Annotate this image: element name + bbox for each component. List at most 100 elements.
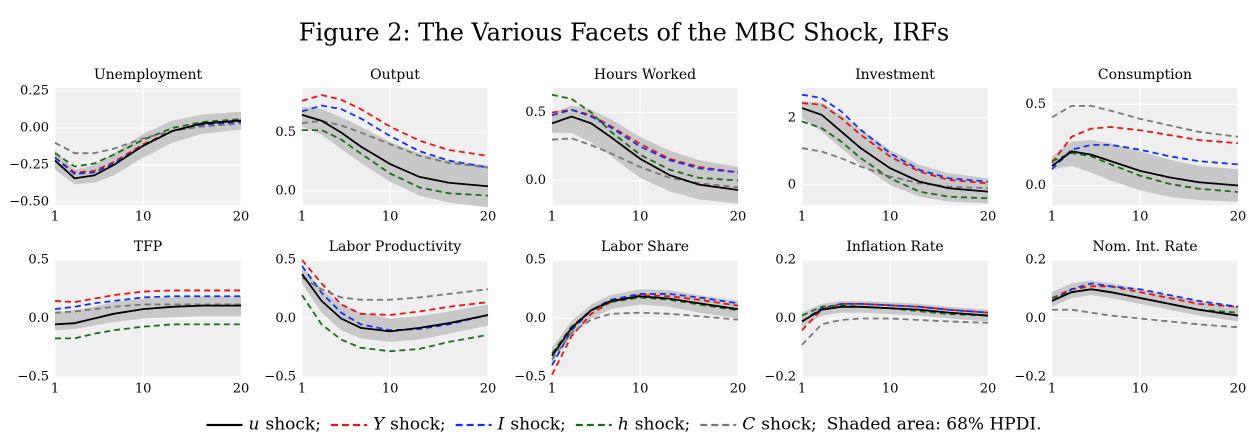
y-tick-label: 0.5 [275,125,296,140]
y-tick-label: −0.5 [514,370,546,385]
x-tick-label: 20 [233,382,250,397]
hpdi-band [1052,140,1238,202]
panel-title: Labor Productivity [329,239,462,255]
y-tick-label: 2 [788,111,796,126]
x-tick-label: 10 [135,210,152,225]
series-line [1051,104,1239,138]
series-line [801,147,989,190]
y-tick-label: 0.00 [20,120,49,135]
legend-symbol: I [497,415,505,435]
panel: Nom. Int. Rate −0.2 0.0 0.2 1 10 20 [1014,239,1246,397]
panel: Inflation Rate −0.2 0.0 0.2 1 10 20 [764,239,996,397]
x-tick-label: 20 [730,210,747,225]
series-line [301,259,489,316]
series-line [54,122,242,155]
x-tick-label: 1 [548,210,556,225]
series-line [551,108,739,174]
legend-suffix: shock; [510,415,565,435]
series-line [301,94,489,157]
panel: Labor Share −0.5 0.0 0.5 1 10 20 [514,239,746,397]
x-tick-label: 10 [135,382,152,397]
legend-suffix: shock; [265,415,320,435]
x-tick-label: 1 [298,382,306,397]
panel-title: Consumption [1098,67,1192,83]
panel: Investment 0 2 1 10 20 [788,67,997,225]
series-line [54,119,242,180]
y-tick-label: 0.5 [525,105,546,120]
y-tick-label: 0.25 [20,83,49,98]
panel-title: Output [370,67,420,83]
series-line [1051,288,1239,317]
x-tick-label: 20 [730,382,747,397]
series-line [551,296,739,355]
panel: TFP −0.5 0.0 0.5 1 10 20 [17,239,249,397]
series-line [1051,285,1239,308]
y-tick-label: 0.0 [1025,178,1046,193]
x-tick-label: 1 [798,210,806,225]
y-tick-label: 0.5 [1025,97,1046,112]
panel-title: TFP [134,239,162,255]
series-line [301,114,489,188]
legend-suffix: shock; [390,415,445,435]
x-tick-label: 20 [980,210,997,225]
x-tick-label: 10 [882,382,899,397]
series-line [302,129,489,197]
y-tick-label: 0.0 [525,311,546,326]
x-tick-label: 20 [1230,210,1247,225]
panel-title: Unemployment [94,67,203,83]
series-line [54,289,241,304]
y-tick-label: −0.2 [764,370,796,385]
series-line [301,294,489,353]
series-line [801,317,989,346]
series-line [54,119,242,174]
series-line [54,304,241,326]
series-line [801,93,989,183]
series-line [54,118,242,168]
panel-title: Investment [855,67,935,83]
panel-title: Hours Worked [594,67,696,83]
series-line [801,305,989,323]
x-tick-label: 1 [1048,210,1056,225]
legend-symbol: C [742,415,755,435]
x-tick-label: 10 [632,210,649,225]
panel-title: Inflation Rate [846,239,943,255]
series-line [551,295,739,357]
x-tick-label: 1 [1048,382,1056,397]
series-line [801,107,989,193]
series-line [301,104,489,169]
panel: Consumption 0.0 0.5 1 10 20 [1025,67,1246,225]
x-tick-label: 10 [882,210,899,225]
legend-note: Shaded area: 68% HPDI. [827,415,1042,435]
series-line [551,311,739,360]
y-tick-label: 0.0 [1025,311,1046,326]
y-tick-label: 0.5 [275,253,296,268]
y-tick-label: −0.2 [1014,370,1046,385]
hpdi-band [552,105,738,204]
x-tick-label: 10 [382,210,399,225]
panel: Output 0.0 0.5 1 10 20 [275,67,496,225]
x-tick-label: 10 [382,382,399,397]
series-line [1051,152,1239,193]
y-tick-label: 0.0 [525,173,546,188]
series-line [54,303,241,314]
legend-suffix: shock; [761,415,816,435]
x-tick-label: 1 [298,210,306,225]
y-tick-label: 0.0 [775,311,796,326]
legend-symbol: h [618,415,629,435]
y-tick-label: 0.2 [775,253,796,268]
x-tick-label: 10 [1132,382,1149,397]
y-tick-label: −0.5 [17,370,49,385]
panel: Unemployment −0.50 −0.25 0.00 0.25 1 10 20 [9,67,249,225]
x-tick-label: 20 [980,382,997,397]
series-line [1051,143,1239,170]
hpdi-band [55,111,241,185]
panel: Hours Worked 0.0 0.5 1 10 20 [525,67,746,225]
legend-suffix: shock; [635,415,690,435]
panel-title: Nom. Int. Rate [1092,239,1197,255]
x-tick-label: 20 [480,210,497,225]
x-tick-label: 10 [632,382,649,397]
x-tick-label: 1 [548,382,556,397]
y-tick-label: 0.0 [275,183,296,198]
